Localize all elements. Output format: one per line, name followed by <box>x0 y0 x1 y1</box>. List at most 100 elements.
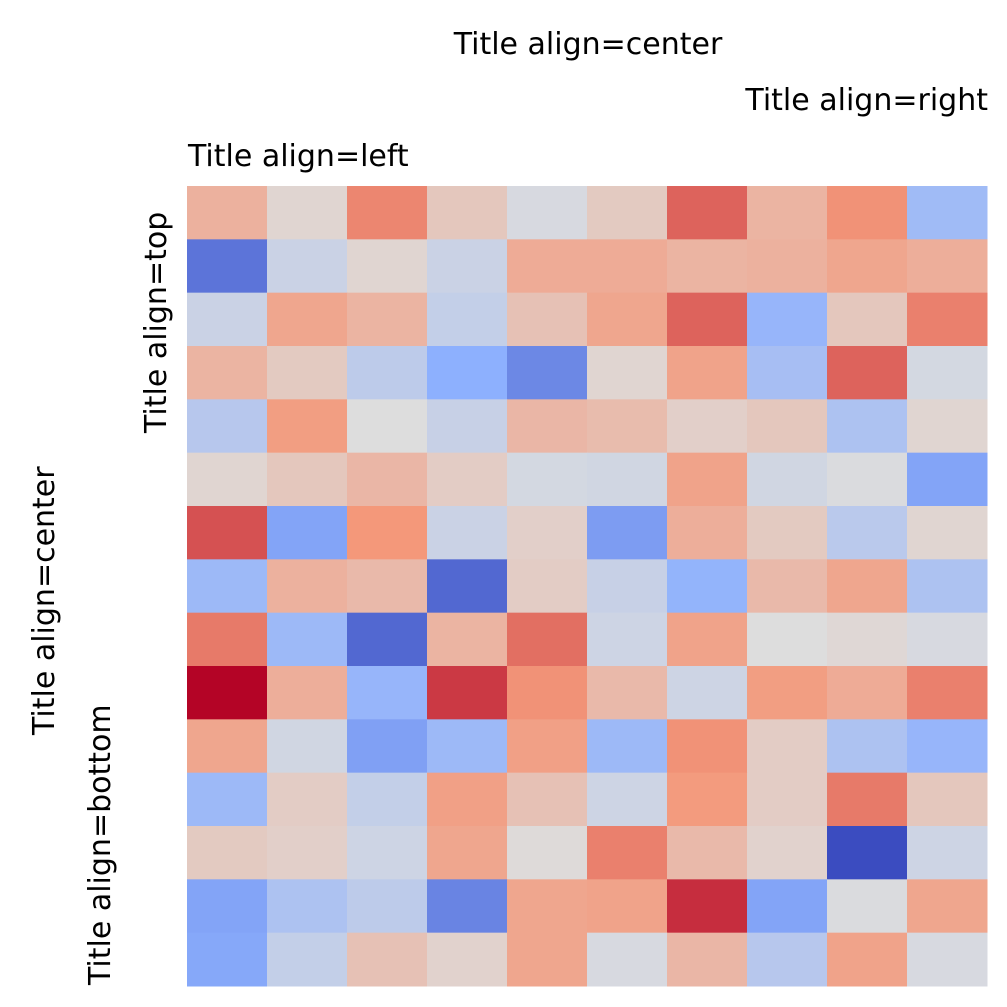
heatmap-cell <box>347 559 428 614</box>
heatmap-cell <box>827 826 908 880</box>
heatmap-cell <box>587 346 668 400</box>
heatmap-cell <box>907 186 988 240</box>
heatmap-cell <box>507 719 588 774</box>
heatmap-cell <box>587 239 668 294</box>
heatmap-cell <box>907 666 988 720</box>
heatmap-cell <box>267 559 348 614</box>
heatmap-cell <box>907 612 988 667</box>
heatmap-cell <box>907 772 988 827</box>
heatmap-cell <box>267 666 348 720</box>
heatmap-cell <box>747 399 828 454</box>
heatmap-cell <box>187 932 268 987</box>
heatmap-cell <box>507 612 588 667</box>
heatmap-cell <box>907 239 988 294</box>
heatmap-cell <box>427 292 508 347</box>
heatmap-cell <box>827 772 908 827</box>
heatmap-cell <box>667 239 748 294</box>
heatmap-cell <box>427 452 508 507</box>
heatmap-cell <box>827 186 908 240</box>
heatmap-cell <box>347 452 428 507</box>
heatmap-cell <box>747 879 828 934</box>
title-left: Title align=left <box>188 139 409 174</box>
heatmap-cell <box>907 292 988 347</box>
heatmap-cell <box>827 292 908 347</box>
heatmap-cell <box>187 666 268 720</box>
heatmap-cell <box>667 292 748 347</box>
heatmap-cell <box>267 932 348 987</box>
heatmap-cell <box>267 292 348 347</box>
heatmap-cell <box>347 826 428 880</box>
heatmap-cell <box>187 772 268 827</box>
heatmap-cell <box>187 239 268 294</box>
heatmap-cell <box>427 399 508 454</box>
heatmap-cell <box>187 559 268 614</box>
heatmap-cell <box>747 506 828 560</box>
heatmap-cell <box>827 612 908 667</box>
heatmap-cell <box>907 932 988 987</box>
heatmap-cell <box>187 292 268 347</box>
heatmap-cell <box>347 399 428 454</box>
heatmap-cell <box>667 826 748 880</box>
heatmap-cell <box>667 399 748 454</box>
heatmap-cell <box>907 452 988 507</box>
heatmap-cell <box>827 399 908 454</box>
heatmap-cell <box>587 186 668 240</box>
heatmap-cell <box>427 666 508 720</box>
heatmap-cell <box>347 239 428 294</box>
heatmap-cell <box>587 399 668 454</box>
heatmap-cell <box>347 666 428 720</box>
heatmap-cell <box>187 452 268 507</box>
heatmap-cell <box>267 239 348 294</box>
heatmap-cell <box>267 879 348 934</box>
heatmap-cell <box>507 346 588 400</box>
heatmap-cell <box>187 399 268 454</box>
heatmap-cell <box>667 506 748 560</box>
heatmap-cell <box>267 346 348 400</box>
heatmap-cell <box>427 719 508 774</box>
heatmap-cell <box>667 186 748 240</box>
heatmap-cell <box>907 559 988 614</box>
heatmap-cell <box>827 452 908 507</box>
heatmap-cell <box>267 186 348 240</box>
heatmap-cell <box>907 346 988 400</box>
heatmap-cell <box>747 612 828 667</box>
title-center: Title align=center <box>453 27 723 62</box>
heatmap-cell <box>347 932 428 987</box>
heatmap-cell <box>347 772 428 827</box>
heatmap-cell <box>587 612 668 667</box>
heatmap-cell <box>667 452 748 507</box>
heatmap-cell <box>507 452 588 507</box>
heatmap-cell <box>747 772 828 827</box>
heatmap-cell <box>427 772 508 827</box>
heatmap-cell <box>747 932 828 987</box>
heatmap-cell <box>907 879 988 934</box>
heatmap-cell <box>747 239 828 294</box>
heatmap-cell <box>747 666 828 720</box>
heatmap-cell <box>667 346 748 400</box>
heatmap-cell <box>507 186 588 240</box>
heatmap-cell <box>827 559 908 614</box>
heatmap-cell <box>667 666 748 720</box>
heatmap-cell <box>347 186 428 240</box>
heatmap-cell <box>747 186 828 240</box>
heatmap-cell <box>507 239 588 294</box>
heatmap-cell <box>827 506 908 560</box>
heatmap-cell <box>347 292 428 347</box>
heatmap-cell <box>347 346 428 400</box>
heatmap-cell <box>187 186 268 240</box>
heatmap-cell <box>427 559 508 614</box>
heatmap-cell <box>427 612 508 667</box>
heatmap-cell <box>267 826 348 880</box>
heatmap-cell <box>507 666 588 720</box>
heatmap-cell <box>907 506 988 560</box>
heatmap-cell <box>507 399 588 454</box>
heatmap-cell <box>187 506 268 560</box>
heatmap-cell <box>267 772 348 827</box>
heatmap-cell <box>507 879 588 934</box>
heatmap-cell <box>507 826 588 880</box>
heatmap-cell <box>827 879 908 934</box>
heatmap-cell <box>187 879 268 934</box>
heatmap-cell <box>747 452 828 507</box>
